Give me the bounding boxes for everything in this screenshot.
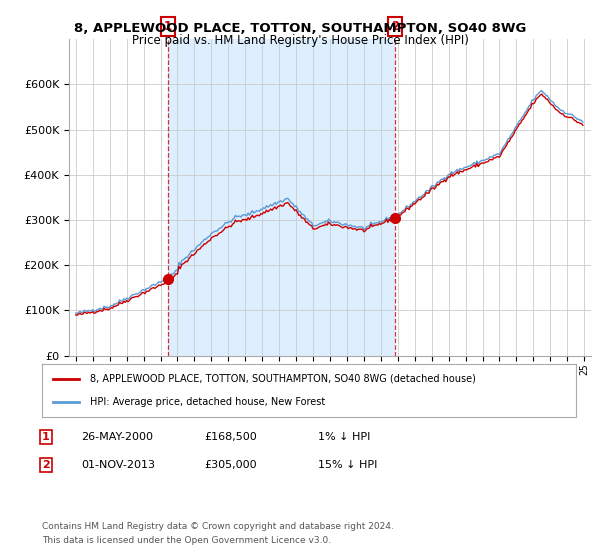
Text: This data is licensed under the Open Government Licence v3.0.: This data is licensed under the Open Gov… <box>42 536 331 545</box>
Text: £305,000: £305,000 <box>204 460 257 470</box>
Text: 1: 1 <box>164 20 172 33</box>
Text: HPI: Average price, detached house, New Forest: HPI: Average price, detached house, New … <box>90 397 325 407</box>
Text: 1: 1 <box>42 432 50 442</box>
Text: 2: 2 <box>391 20 399 33</box>
Text: £168,500: £168,500 <box>204 432 257 442</box>
Text: Price paid vs. HM Land Registry's House Price Index (HPI): Price paid vs. HM Land Registry's House … <box>131 34 469 46</box>
Text: Contains HM Land Registry data © Crown copyright and database right 2024.: Contains HM Land Registry data © Crown c… <box>42 522 394 531</box>
Text: 01-NOV-2013: 01-NOV-2013 <box>81 460 155 470</box>
Text: 8, APPLEWOOD PLACE, TOTTON, SOUTHAMPTON, SO40 8WG: 8, APPLEWOOD PLACE, TOTTON, SOUTHAMPTON,… <box>74 22 526 35</box>
Text: 2: 2 <box>42 460 50 470</box>
Text: 8, APPLEWOOD PLACE, TOTTON, SOUTHAMPTON, SO40 8WG (detached house): 8, APPLEWOOD PLACE, TOTTON, SOUTHAMPTON,… <box>90 374 476 384</box>
Bar <box>167 39 395 356</box>
Text: 1% ↓ HPI: 1% ↓ HPI <box>318 432 370 442</box>
Text: 15% ↓ HPI: 15% ↓ HPI <box>318 460 377 470</box>
Text: 26-MAY-2000: 26-MAY-2000 <box>81 432 153 442</box>
